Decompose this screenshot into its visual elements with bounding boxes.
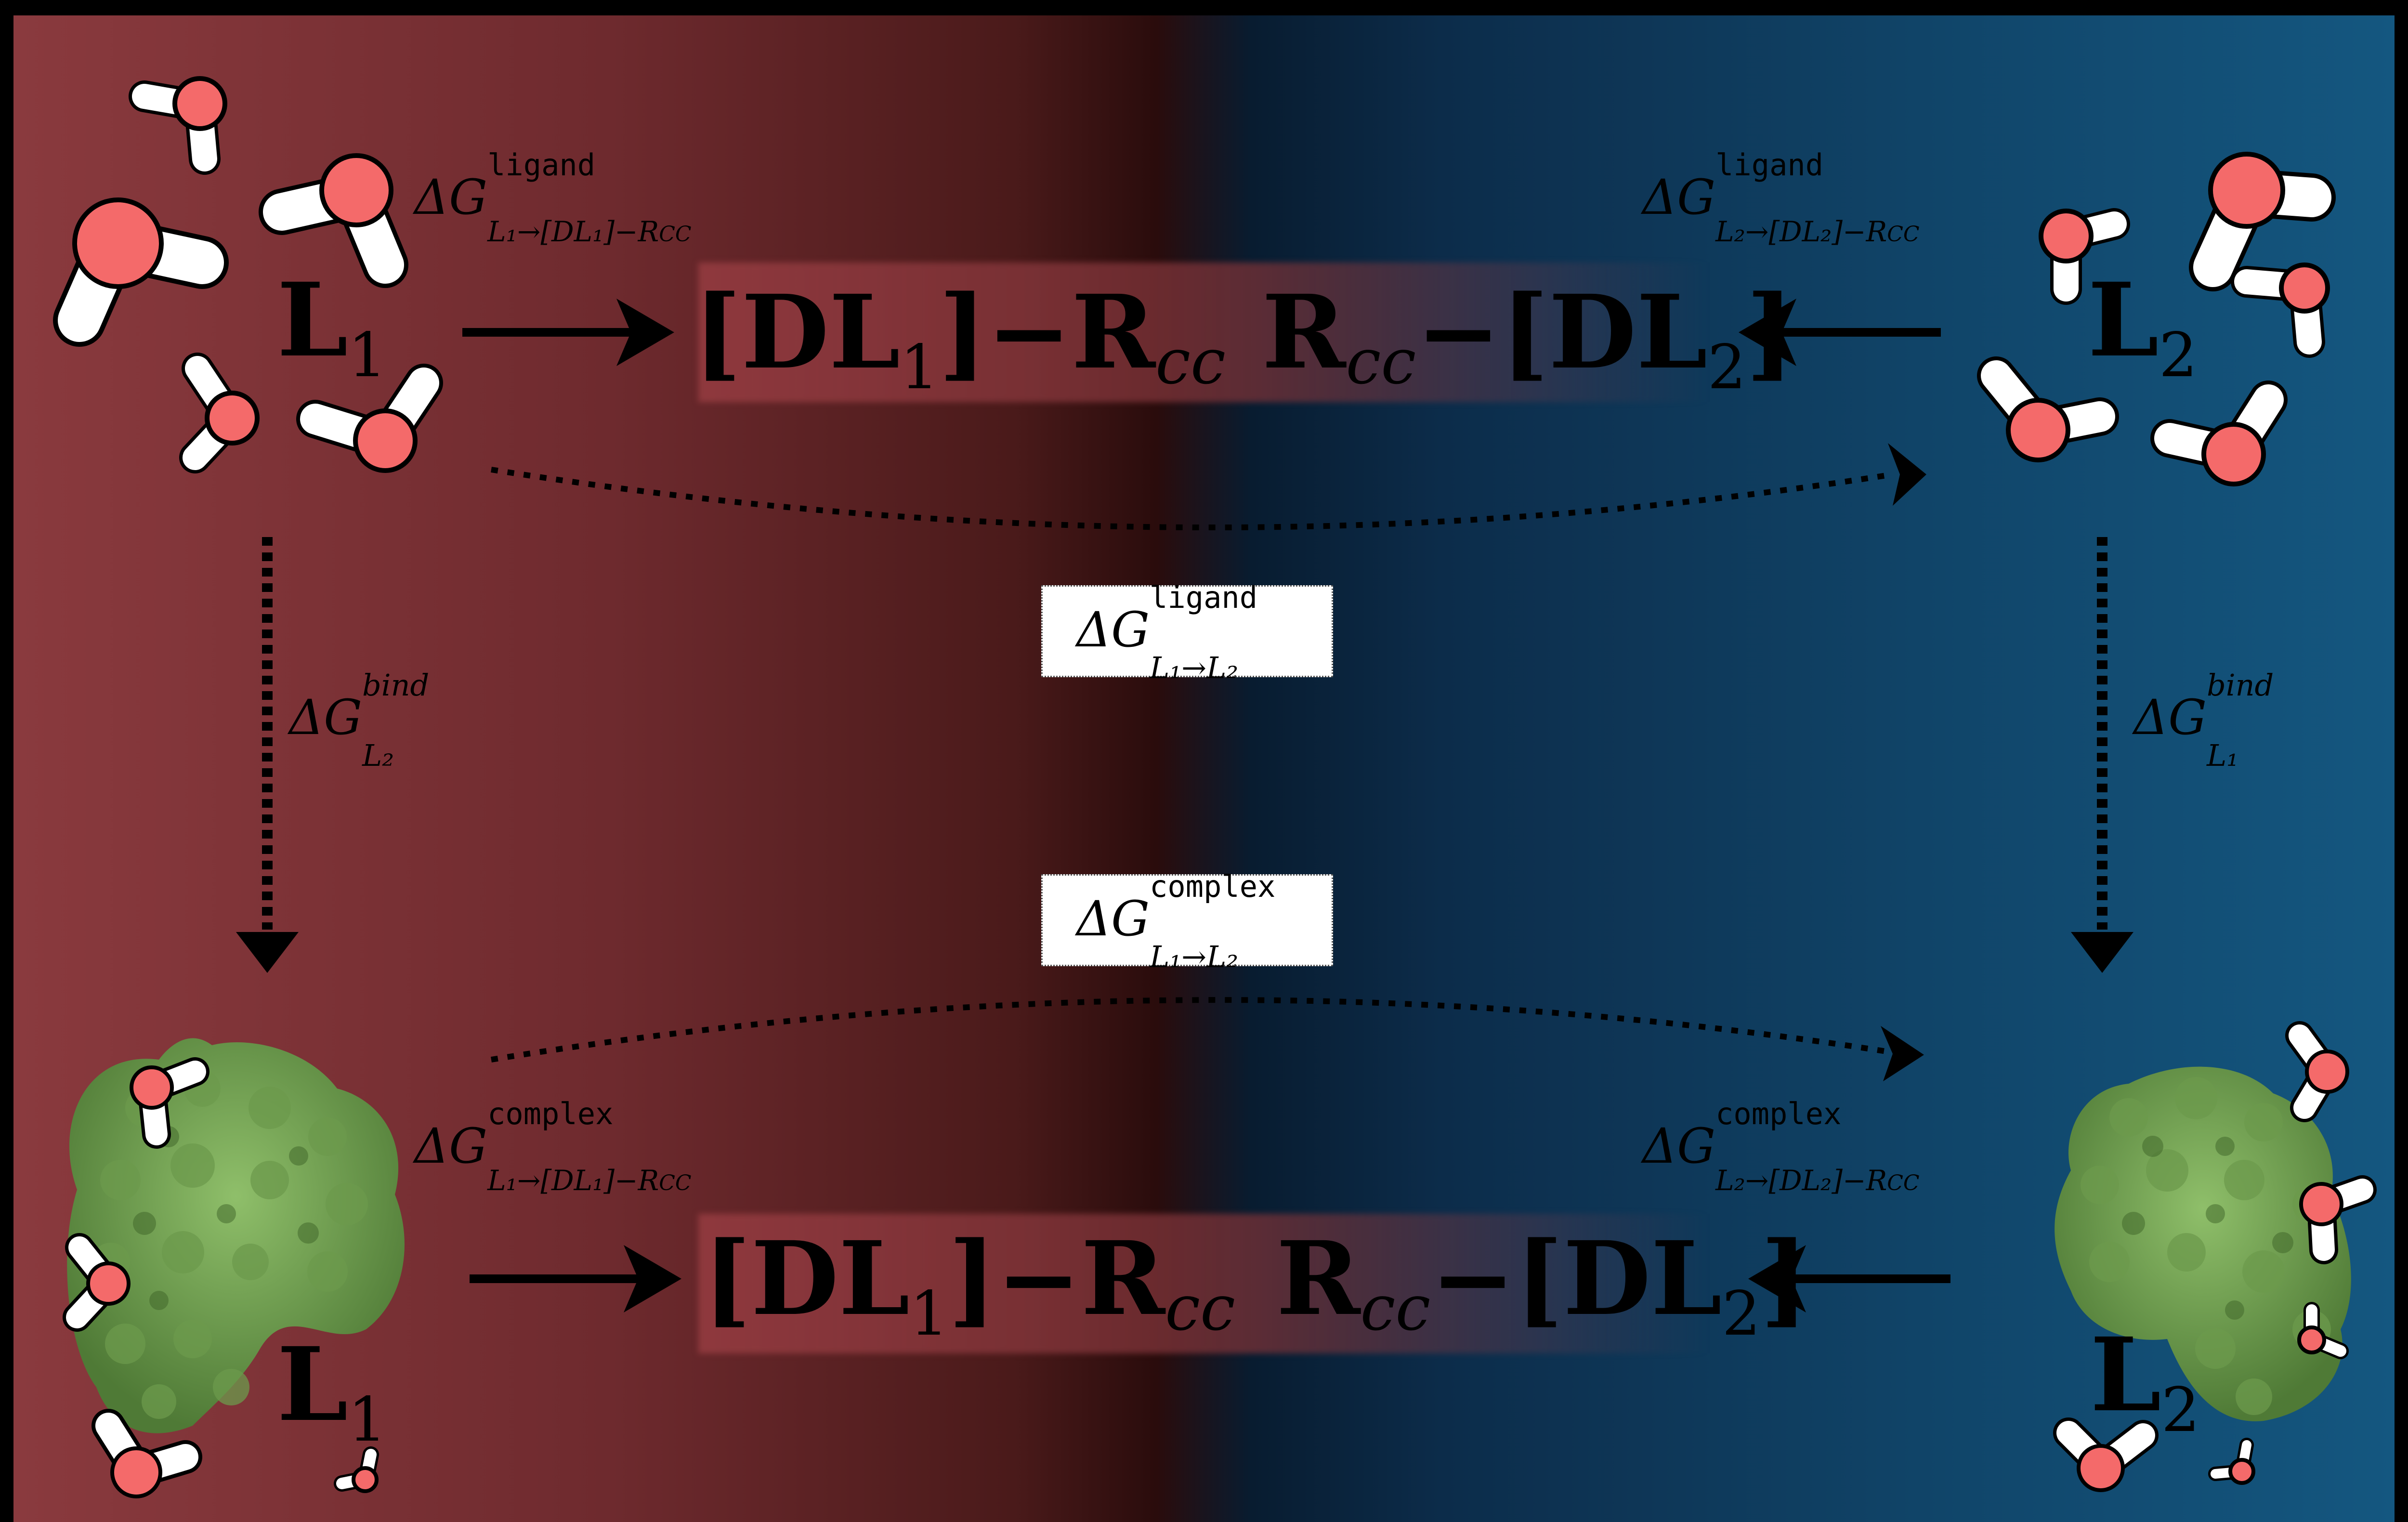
ligand-transform-label: ΔGligand L₁→L₂ [1076, 580, 1258, 685]
bottom-right-ligand-label: L2 [2090, 1315, 2200, 1445]
right-dotted-vertical-arrow [2071, 537, 2133, 973]
bottom-left-ligand-label: L1 [277, 1325, 387, 1455]
top-right-ligand-label: L2 [2088, 261, 2198, 391]
bottom-center-equation-left: [DL1]−Rcc [703, 1219, 1235, 1349]
bottom-dotted-curved-arrow [491, 997, 1924, 1081]
delta-g-bind-left-label: ΔGbind L₂ [289, 668, 430, 773]
delta-g-ligand-right-label: ΔGligand L₂→[DL₂]−RCC [1642, 147, 1920, 248]
delta-g-ligand-left-label: ΔGligand L₁→[DL₁]−RCC [414, 147, 692, 248]
bottom-equation-highlight [698, 1214, 1710, 1353]
complex-transform-box: ΔGcomplex L₁→L₂ [1041, 869, 1333, 974]
top-left-solid-arrow [462, 299, 674, 366]
top-right-solid-arrow [1739, 299, 1941, 366]
bottom-right-solid-arrow [1748, 1245, 1950, 1312]
bottom-left-solid-arrow [470, 1245, 681, 1312]
water-molecules-bottom-right [2053, 1021, 2377, 1492]
water-molecules-bottom-left [63, 1057, 379, 1498]
left-dotted-vertical-arrow [236, 537, 299, 973]
water-molecules-top-left [53, 76, 443, 473]
top-dotted-curved-arrow [491, 443, 1926, 531]
water-molecules-top-right [1977, 152, 2336, 486]
top-left-ligand-label: L1 [277, 261, 387, 391]
delta-g-complex-right-label: ΔGcomplex L₂→[DL₂]−RCC [1642, 1096, 1920, 1197]
top-center-equation-right: Rcc−[DL2] [1262, 273, 1794, 403]
ligand-transform-box: ΔGligand L₁→L₂ [1041, 580, 1333, 685]
delta-g-bind-right-label: ΔGbind L₁ [2133, 668, 2274, 773]
delta-g-complex-left-label: ΔGcomplex L₁→[DL₁]−RCC [414, 1096, 692, 1197]
bottom-center-equation-right: Rcc−[DL2] [1276, 1219, 1808, 1349]
top-center-equation-left: [DL1]−Rcc [694, 273, 1226, 403]
complex-transform-label: ΔGcomplex L₁→L₂ [1076, 869, 1276, 974]
top-equation-highlight [698, 262, 1710, 402]
